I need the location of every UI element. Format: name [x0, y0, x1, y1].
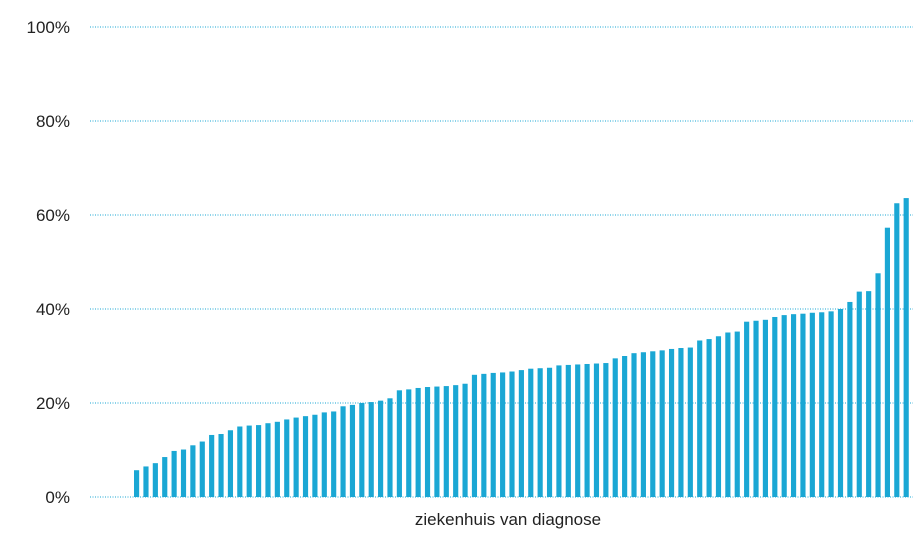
bar	[321, 412, 327, 497]
bar	[471, 374, 478, 497]
y-tick-label: 80%	[36, 112, 70, 131]
bar	[481, 373, 487, 497]
bar	[706, 339, 712, 497]
bar	[697, 340, 703, 497]
bar	[593, 363, 600, 497]
y-tick-label: 40%	[36, 300, 70, 319]
bar	[809, 312, 815, 497]
bar	[509, 371, 515, 497]
bar	[762, 319, 768, 497]
y-tick-label: 0%	[45, 488, 70, 507]
bar	[837, 309, 844, 497]
bar	[209, 434, 215, 497]
bar	[190, 445, 196, 497]
y-tick-label: 60%	[36, 206, 70, 225]
bar	[246, 425, 252, 497]
bar	[331, 411, 337, 497]
bar	[134, 470, 140, 497]
bar	[387, 398, 393, 497]
bar	[575, 364, 581, 497]
bar	[584, 363, 590, 497]
bar	[612, 358, 618, 497]
bar	[406, 389, 412, 497]
bar	[424, 387, 431, 497]
bar	[622, 356, 628, 497]
bar	[772, 316, 778, 497]
bar	[790, 314, 797, 497]
bar	[302, 416, 309, 497]
bar	[293, 417, 299, 497]
bar	[284, 419, 290, 497]
bar	[856, 291, 862, 497]
bar	[518, 370, 524, 497]
bar	[875, 273, 881, 497]
bar	[894, 203, 900, 497]
bar	[640, 352, 646, 497]
bar	[227, 430, 234, 497]
bar	[274, 421, 280, 497]
bar	[256, 425, 262, 497]
bar	[237, 426, 243, 497]
bar	[349, 404, 356, 497]
bar	[744, 321, 750, 497]
bar	[312, 414, 318, 497]
bar	[903, 198, 909, 497]
bar	[415, 387, 421, 497]
bar	[162, 457, 168, 497]
bar	[687, 347, 693, 497]
y-tick-label: 20%	[36, 394, 70, 413]
bar	[528, 368, 534, 497]
bar	[884, 227, 890, 497]
bar	[199, 441, 205, 497]
bar	[734, 331, 740, 497]
bar	[631, 353, 637, 497]
bar	[725, 332, 731, 497]
bar	[603, 363, 609, 497]
bar	[396, 390, 402, 497]
bar	[265, 423, 271, 497]
bar	[500, 372, 506, 497]
bar	[866, 291, 872, 497]
bar	[565, 364, 571, 497]
bar	[556, 365, 562, 497]
bar	[152, 463, 158, 497]
bar	[180, 449, 187, 497]
bar	[800, 313, 806, 497]
y-axis-tick-labels: 0% 20% 40% 60% 80% 100%	[27, 18, 70, 507]
bar	[490, 372, 496, 497]
bar	[340, 406, 346, 497]
bar	[819, 312, 825, 497]
bar	[537, 368, 543, 497]
bar	[378, 400, 384, 497]
bar	[462, 383, 468, 497]
bar	[828, 311, 834, 497]
bar	[781, 315, 787, 497]
bar	[847, 301, 853, 497]
bar	[368, 402, 374, 497]
bar	[546, 367, 553, 497]
bar	[171, 450, 177, 497]
bar	[434, 386, 440, 497]
bar	[443, 386, 449, 497]
bar	[715, 336, 722, 497]
bar	[678, 348, 684, 497]
bars	[134, 198, 909, 497]
y-tick-label: 100%	[27, 18, 70, 37]
bar	[218, 434, 224, 497]
bar	[453, 385, 459, 497]
bar	[650, 351, 656, 497]
bar	[359, 403, 365, 497]
bar	[668, 348, 675, 497]
bar	[143, 466, 149, 497]
bar	[753, 320, 759, 497]
bar	[659, 350, 665, 497]
x-axis-label: ziekenhuis van diagnose	[415, 510, 601, 529]
